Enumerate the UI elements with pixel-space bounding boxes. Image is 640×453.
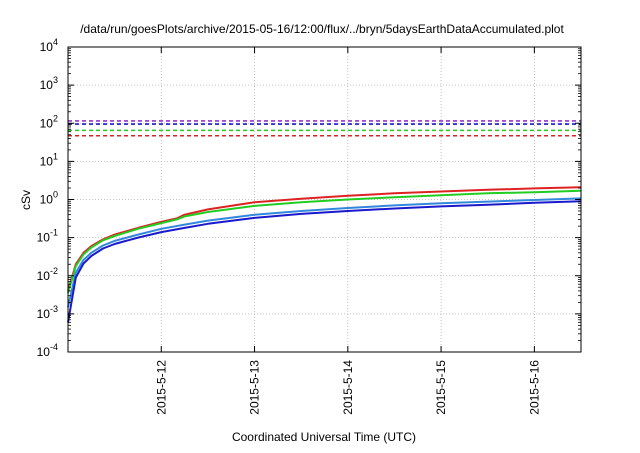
x-tick-label: 2015-5-13	[248, 360, 262, 415]
series-line	[67, 186, 582, 292]
y-tick-base: 10	[37, 231, 51, 245]
x-tick-label: 2015-5-16	[527, 360, 541, 415]
y-tick-label: 102	[40, 113, 58, 130]
y-tick-base: 10	[37, 269, 51, 283]
y-tick-base: 10	[40, 116, 54, 130]
series-line	[67, 189, 582, 294]
y-tick-exponent: -3	[50, 304, 58, 314]
y-tick-exponent: 3	[53, 75, 58, 85]
y-tick-base: 10	[40, 193, 54, 207]
y-tick-base: 10	[37, 307, 51, 321]
y-tick-label: 10-2	[37, 266, 58, 283]
grid-layer	[68, 47, 581, 352]
y-tick-label: 103	[40, 75, 58, 92]
y-tick-exponent: 4	[53, 37, 58, 47]
y-tick-label: 10-4	[37, 342, 58, 359]
chart-title: /data/run/goesPlots/archive/2015-05-16/1…	[80, 22, 564, 36]
y-tick-label: 10-3	[37, 304, 58, 321]
y-tick-exponent: 0	[53, 190, 58, 200]
y-tick-exponent: -4	[50, 342, 58, 352]
y-tick-exponent: 1	[53, 151, 58, 161]
y-axis-label: cSv	[19, 190, 33, 210]
y-tick-label: 104	[40, 37, 58, 54]
y-tick-base: 10	[40, 78, 54, 92]
reference-lines-layer	[68, 120, 581, 137]
x-tick-label: 2015-5-15	[434, 360, 448, 415]
series-line	[67, 200, 582, 323]
y-tick-exponent: -1	[50, 228, 58, 238]
y-tick-base: 10	[37, 345, 51, 359]
x-axis-label: Coordinated Universal Time (UTC)	[232, 430, 416, 444]
y-tick-exponent: 2	[53, 113, 58, 123]
series-layer	[67, 186, 582, 323]
y-tick-exponent: -2	[50, 266, 58, 276]
y-tick-base: 10	[40, 40, 54, 54]
x-tick-label: 2015-5-14	[341, 360, 355, 415]
x-tick-label: 2015-5-12	[154, 360, 168, 415]
plot-frame	[67, 46, 582, 353]
y-tick-label: 101	[40, 151, 58, 168]
series-line	[67, 197, 582, 308]
y-tick-label: 10-1	[37, 228, 58, 245]
y-tick-label: 100	[40, 190, 58, 207]
y-tick-base: 10	[40, 154, 54, 168]
axis-layer: 10-410-310-210-11001011021031042015-5-12…	[37, 37, 581, 415]
